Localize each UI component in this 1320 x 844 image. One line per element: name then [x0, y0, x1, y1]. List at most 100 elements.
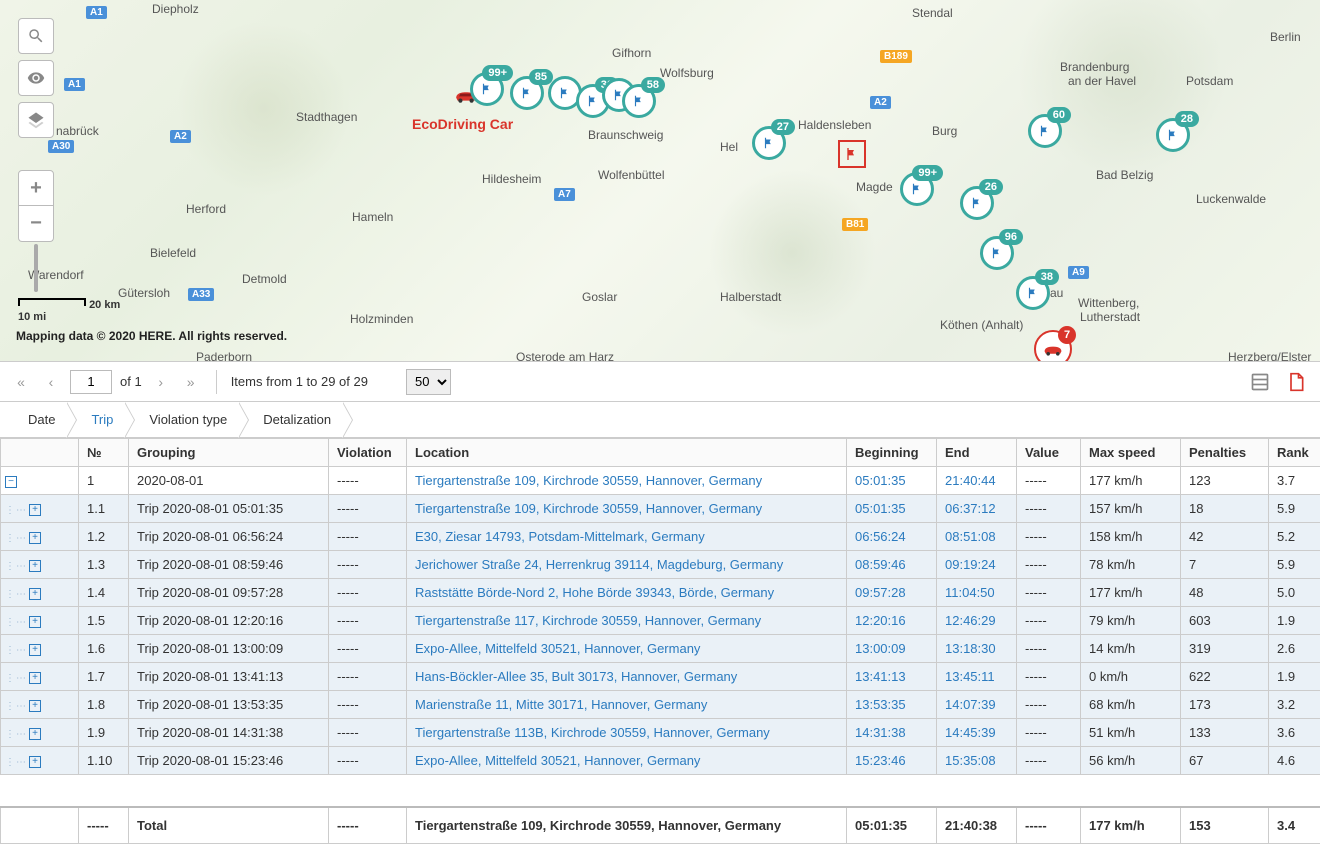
column-header[interactable]: Max speed [1081, 439, 1181, 467]
column-header[interactable]: Value [1017, 439, 1081, 467]
cell-penalties: 319 [1181, 635, 1269, 663]
cell-beginning[interactable]: 08:59:46 [847, 551, 937, 579]
cell-location[interactable]: Tiergartenstraße 109, Kirchrode 30559, H… [407, 467, 847, 495]
map-panel[interactable]: DiepholzGifhornWolfsburgStendalBerlinBra… [0, 0, 1320, 362]
cell-end[interactable]: 21:40:44 [937, 467, 1017, 495]
breadcrumb-trip[interactable]: Trip [77, 402, 135, 437]
breadcrumb-detalization[interactable]: Detalization [249, 402, 353, 437]
page-input[interactable] [70, 370, 112, 394]
map-cluster-marker[interactable]: 99+ [470, 72, 504, 106]
column-header[interactable]: Penalties [1181, 439, 1269, 467]
visibility-icon[interactable] [18, 60, 54, 96]
column-header[interactable]: № [79, 439, 129, 467]
column-header[interactable]: Rank [1269, 439, 1320, 467]
cell-end[interactable]: 14:07:39 [937, 691, 1017, 719]
cell-location[interactable]: E30, Ziesar 14793, Potsdam-Mittelmark, G… [407, 523, 847, 551]
map-cluster-marker[interactable]: 96 [980, 236, 1014, 270]
cell-location[interactable]: Jerichower Straße 24, Herrenkrug 39114, … [407, 551, 847, 579]
tree-toggle-icon[interactable]: + [29, 588, 41, 600]
map-cluster-marker[interactable]: 85 [510, 76, 544, 110]
search-icon[interactable] [18, 18, 54, 54]
first-page-button[interactable]: « [10, 371, 32, 393]
table-row[interactable]: ⋮⋯+1.5Trip 2020-08-01 12:20:16-----Tierg… [1, 607, 1320, 635]
last-page-button[interactable]: » [180, 371, 202, 393]
layers-icon[interactable] [18, 102, 54, 138]
tree-toggle-icon[interactable]: − [5, 476, 17, 488]
prev-page-button[interactable]: ‹ [40, 371, 62, 393]
breadcrumb-violation-type[interactable]: Violation type [135, 402, 249, 437]
zoom-slider[interactable] [34, 244, 38, 292]
tree-toggle-icon[interactable]: + [29, 644, 41, 656]
cell-beginning[interactable]: 06:56:24 [847, 523, 937, 551]
breadcrumb-date[interactable]: Date [14, 402, 77, 437]
cell-end[interactable]: 14:45:39 [937, 719, 1017, 747]
cell-end[interactable]: 06:37:12 [937, 495, 1017, 523]
column-header[interactable]: End [937, 439, 1017, 467]
cell-end[interactable]: 09:19:24 [937, 551, 1017, 579]
map-cluster-marker[interactable]: 26 [960, 186, 994, 220]
cell-beginning[interactable]: 05:01:35 [847, 467, 937, 495]
map-city-label: Goslar [582, 290, 617, 304]
red-flag-marker[interactable] [838, 140, 866, 168]
cell-location[interactable]: Expo-Allee, Mittelfeld 30521, Hannover, … [407, 747, 847, 775]
cell-beginning[interactable]: 12:20:16 [847, 607, 937, 635]
column-header[interactable]: Beginning [847, 439, 937, 467]
zoom-out-button[interactable]: − [18, 206, 54, 242]
tree-toggle-icon[interactable]: + [29, 700, 41, 712]
cell-end[interactable]: 12:46:29 [937, 607, 1017, 635]
map-cluster-marker[interactable]: 38 [1016, 276, 1050, 310]
next-page-button[interactable]: › [150, 371, 172, 393]
cell-end[interactable]: 13:45:11 [937, 663, 1017, 691]
cell-end[interactable]: 08:51:08 [937, 523, 1017, 551]
cell-location[interactable]: Tiergartenstraße 109, Kirchrode 30559, H… [407, 495, 847, 523]
cell-end[interactable]: 11:04:50 [937, 579, 1017, 607]
tree-toggle-icon[interactable]: + [29, 728, 41, 740]
map-cluster-marker[interactable]: 99+ [900, 172, 934, 206]
map-cluster-marker[interactable]: 58 [622, 84, 656, 118]
column-header[interactable] [1, 439, 79, 467]
cell-location[interactable]: Raststätte Börde-Nord 2, Hohe Börde 3934… [407, 579, 847, 607]
table-row[interactable]: −12020-08-01-----Tiergartenstraße 109, K… [1, 467, 1320, 495]
cell-beginning[interactable]: 05:01:35 [847, 495, 937, 523]
alert-vehicle-marker[interactable]: 7 [1034, 330, 1072, 362]
tree-toggle-icon[interactable]: + [29, 560, 41, 572]
cell-end[interactable]: 15:35:08 [937, 747, 1017, 775]
cell-end[interactable]: 13:18:30 [937, 635, 1017, 663]
column-header[interactable]: Violation [329, 439, 407, 467]
table-row[interactable]: ⋮⋯+1.7Trip 2020-08-01 13:41:13-----Hans-… [1, 663, 1320, 691]
cell-beginning[interactable]: 09:57:28 [847, 579, 937, 607]
cell-location[interactable]: Expo-Allee, Mittelfeld 30521, Hannover, … [407, 635, 847, 663]
cell-beginning[interactable]: 13:53:35 [847, 691, 937, 719]
cell-location[interactable]: Tiergartenstraße 113B, Kirchrode 30559, … [407, 719, 847, 747]
report-table-scroll[interactable]: №GroupingViolationLocationBeginningEndVa… [0, 438, 1320, 806]
column-header[interactable]: Location [407, 439, 847, 467]
tree-toggle-icon[interactable]: + [29, 504, 41, 516]
page-size-select[interactable]: 50 [406, 369, 451, 395]
table-row[interactable]: ⋮⋯+1.10Trip 2020-08-01 15:23:46-----Expo… [1, 747, 1320, 775]
table-row[interactable]: ⋮⋯+1.3Trip 2020-08-01 08:59:46-----Jeric… [1, 551, 1320, 579]
export-table-icon[interactable] [1246, 368, 1274, 396]
cell-location[interactable]: Marienstraße 11, Mitte 30171, Hannover, … [407, 691, 847, 719]
table-row[interactable]: ⋮⋯+1.8Trip 2020-08-01 13:53:35-----Marie… [1, 691, 1320, 719]
export-pdf-icon[interactable] [1282, 368, 1310, 396]
tree-toggle-icon[interactable]: + [29, 756, 41, 768]
table-row[interactable]: ⋮⋯+1.4Trip 2020-08-01 09:57:28-----Rasts… [1, 579, 1320, 607]
cell-location[interactable]: Hans-Böckler-Allee 35, Bult 30173, Hanno… [407, 663, 847, 691]
map-cluster-marker[interactable]: 28 [1156, 118, 1190, 152]
cell-beginning[interactable]: 15:23:46 [847, 747, 937, 775]
map-cluster-marker[interactable]: 60 [1028, 114, 1062, 148]
column-header[interactable]: Grouping [129, 439, 329, 467]
cell-beginning[interactable]: 14:31:38 [847, 719, 937, 747]
tree-toggle-icon[interactable]: + [29, 616, 41, 628]
table-row[interactable]: ⋮⋯+1.1Trip 2020-08-01 05:01:35-----Tierg… [1, 495, 1320, 523]
table-row[interactable]: ⋮⋯+1.6Trip 2020-08-01 13:00:09-----Expo-… [1, 635, 1320, 663]
map-cluster-marker[interactable]: 27 [752, 126, 786, 160]
table-row[interactable]: ⋮⋯+1.2Trip 2020-08-01 06:56:24-----E30, … [1, 523, 1320, 551]
tree-toggle-icon[interactable]: + [29, 532, 41, 544]
cell-location[interactable]: Tiergartenstraße 117, Kirchrode 30559, H… [407, 607, 847, 635]
zoom-in-button[interactable]: + [18, 170, 54, 206]
table-row[interactable]: ⋮⋯+1.9Trip 2020-08-01 14:31:38-----Tierg… [1, 719, 1320, 747]
tree-toggle-icon[interactable]: + [29, 672, 41, 684]
cell-beginning[interactable]: 13:00:09 [847, 635, 937, 663]
cell-beginning[interactable]: 13:41:13 [847, 663, 937, 691]
